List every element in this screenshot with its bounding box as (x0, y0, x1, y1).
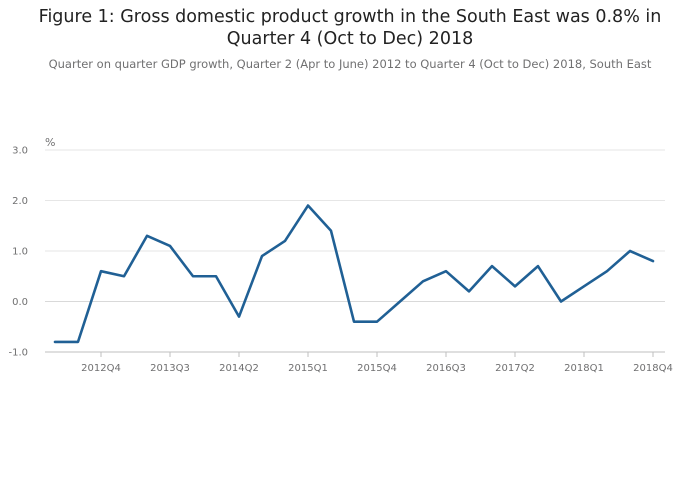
data-point (351, 319, 357, 325)
data-point (52, 339, 58, 345)
x-tick-label: 2017Q2 (495, 363, 535, 374)
data-point (282, 238, 288, 244)
data-point (466, 288, 472, 294)
data-point (397, 299, 403, 305)
x-tick-label: 2018Q4 (633, 363, 673, 374)
x-tick-label: 2013Q3 (150, 363, 190, 374)
data-point (190, 273, 196, 279)
y-tick-label: -1.0 (8, 348, 28, 359)
data-point (167, 243, 173, 249)
data-point (558, 299, 564, 305)
x-tick-label: 2018Q1 (564, 363, 604, 374)
data-point (259, 253, 265, 259)
chart-title-line-2: Quarter 4 (Oct to Dec) 2018 (226, 29, 474, 49)
data-point (650, 258, 656, 264)
data-point (328, 228, 334, 234)
data-point (144, 233, 150, 239)
data-point (489, 263, 495, 269)
data-point (75, 339, 81, 345)
x-tick-label: 2014Q2 (219, 363, 259, 374)
data-point (98, 268, 104, 274)
y-tick-label: 2.0 (12, 196, 28, 207)
data-point (420, 278, 426, 284)
series-line (53, 204, 655, 344)
y-axis-unit-label: % (45, 136, 55, 149)
data-point (535, 263, 541, 269)
x-tick-label: 2015Q4 (357, 363, 397, 374)
x-tick-label: 2012Q4 (81, 363, 121, 374)
chart-title: Figure 1: Gross domestic product growth … (0, 6, 700, 50)
data-point (443, 268, 449, 274)
data-point (213, 273, 219, 279)
chart-title-line-1: Figure 1: Gross domestic product growth … (38, 7, 662, 27)
data-point (121, 273, 127, 279)
data-point (604, 268, 610, 274)
data-point (512, 283, 518, 289)
data-point (374, 319, 380, 325)
x-tick-label: 2016Q3 (426, 363, 466, 374)
data-point (236, 314, 242, 320)
y-tick-label: 0.0 (12, 297, 28, 308)
chart-subtitle: Quarter on quarter GDP growth, Quarter 2… (48, 57, 652, 71)
x-tick-label: 2015Q1 (288, 363, 328, 374)
data-point (627, 248, 633, 254)
data-point (305, 203, 311, 209)
y-tick-label: 1.0 (12, 247, 28, 258)
data-point (581, 283, 587, 289)
y-tick-label: 3.0 (12, 146, 28, 157)
